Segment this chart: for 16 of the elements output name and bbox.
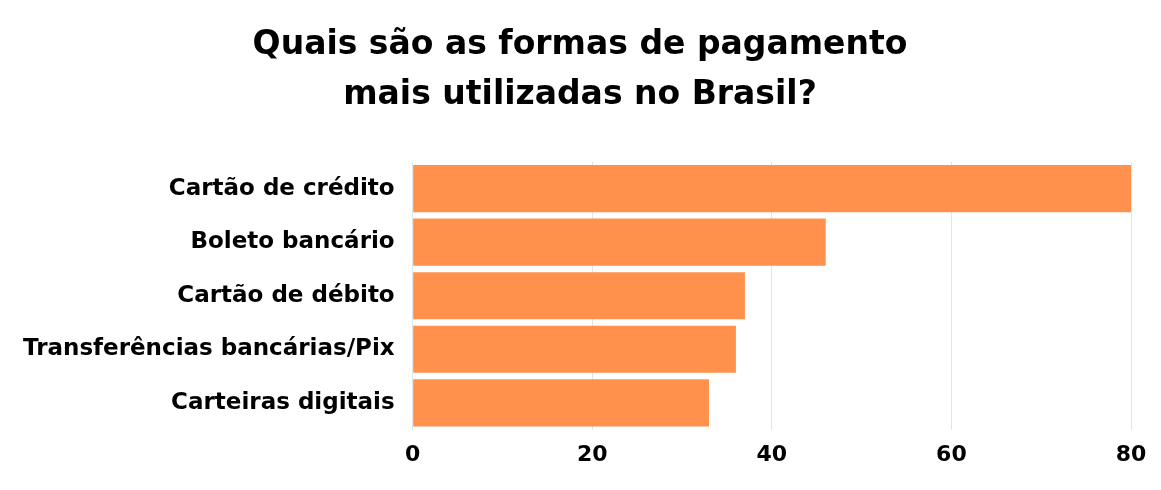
bar — [413, 272, 745, 320]
y-tick-label: Carteiras digitais — [171, 387, 395, 414]
y-tick-label: Boleto bancário — [190, 227, 395, 254]
chart-title: Quais são as formas de pagamento mais utilizadas no Brasil? — [251, 22, 909, 114]
x-tick-label: 20 — [576, 440, 608, 466]
y-tick-label: Transferências bancárias/Pix — [22, 334, 395, 361]
x-tick-label: 60 — [936, 440, 967, 466]
bar — [413, 379, 709, 427]
y-tick-label: Cartão de crédito — [168, 173, 395, 200]
x-tick-label: 40 — [756, 440, 788, 466]
y-tick-label: Cartão de débito — [177, 280, 395, 307]
x-tick-label: 80 — [1115, 440, 1147, 466]
x-tick-label: 0 — [405, 440, 421, 466]
bar — [413, 165, 1131, 213]
bar — [413, 218, 826, 266]
bar — [413, 325, 736, 373]
